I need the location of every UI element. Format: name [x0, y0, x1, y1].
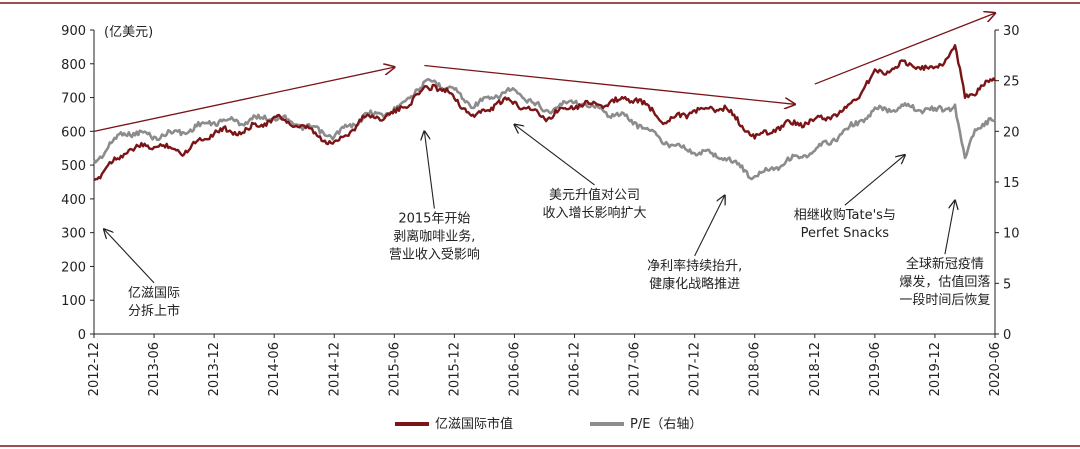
annotation-arrow — [104, 229, 155, 284]
x-tick-label: 2014-12 — [327, 342, 342, 396]
y-left-tick-label: 300 — [61, 227, 86, 242]
y-left-tick-label: 0 — [78, 328, 86, 343]
x-tick-label: 2019-12 — [928, 342, 943, 396]
annotation-arrow — [514, 125, 595, 186]
y-left-tick-label: 700 — [61, 92, 86, 107]
legend: 亿滋国际市值 P/E（右轴） — [395, 416, 702, 432]
x-tick-label: 2016-06 — [507, 342, 522, 396]
x-tick-label: 2020-06 — [988, 342, 1003, 396]
y-right-tick-label: 5 — [1003, 277, 1011, 292]
x-tick-label: 2013-12 — [207, 342, 222, 396]
annotation-text: 净利率持续抬升, — [647, 258, 742, 274]
annotation-text: 相继收购Tate's与 — [794, 207, 896, 223]
y-right-tick-label: 15 — [1003, 176, 1020, 191]
annotation-text: 一段时间后恢复 — [899, 293, 990, 308]
y-right-tick-label: 20 — [1003, 125, 1020, 140]
x-tick-label: 2017-12 — [688, 342, 703, 396]
legend-label: P/E（右轴） — [630, 417, 702, 432]
annotation-text: Perfet Snacks — [801, 226, 890, 241]
annotation-text: 收入增长影响扩大 — [543, 205, 647, 221]
trend-arrow — [424, 64, 794, 104]
series-lines — [92, 44, 996, 182]
annotation-text: 剥离咖啡业务, — [393, 229, 475, 245]
annotation-text: 分拆上市 — [128, 303, 180, 319]
y-left-tick-label: 100 — [61, 294, 86, 309]
x-tick-label: 2018-06 — [748, 342, 763, 396]
y-right-tick-label: 25 — [1003, 75, 1020, 90]
x-tick-label: 2016-12 — [568, 342, 583, 396]
annotation-text: 健康化战略推进 — [649, 276, 740, 292]
annotation-text: 爆发，估值回落 — [899, 274, 990, 290]
x-tick-label: 2018-12 — [808, 342, 823, 396]
annotation-text: 全球新冠疫情 — [906, 256, 984, 272]
market-cap-line — [93, 44, 996, 182]
x-tick-label: 2019-06 — [868, 342, 883, 396]
trend-arrow — [814, 13, 995, 85]
axes: 0 100 200 300 400 500 600 700 800 900 0 5 10 15 20 25 30… — [61, 24, 1019, 396]
y-left-tick-label: 800 — [61, 58, 86, 73]
annotation-arrow — [844, 155, 905, 206]
x-tick-label: 2015-12 — [447, 342, 462, 396]
x-tick-label: 2012-12 — [87, 342, 102, 396]
y-left-tick-label: 500 — [61, 159, 86, 174]
y-unit-label: (亿美元) — [104, 25, 153, 40]
y-left-tick-label: 600 — [61, 125, 86, 140]
annotation-text: 2015年开始 — [398, 212, 470, 227]
x-tick-label: 2015-06 — [387, 342, 402, 396]
trend-arrow — [93, 67, 394, 132]
annotation-arrow — [944, 201, 955, 255]
trend-arrows — [93, 13, 995, 132]
y-right-tick-label: 10 — [1003, 227, 1020, 242]
x-tick-label: 2013-06 — [147, 342, 162, 396]
annotation-text: 美元升值对公司 — [549, 187, 640, 203]
legend-label: 亿滋国际市值 — [435, 416, 513, 432]
y-left-tick-label: 200 — [61, 260, 86, 275]
x-tick-label: 2014-06 — [267, 342, 282, 396]
pe-ratio-line — [92, 77, 996, 181]
annotation-text: 营业收入受影响 — [389, 247, 480, 263]
y-right-tick-label: 0 — [1003, 328, 1011, 343]
annotation-arrow — [694, 196, 725, 257]
x-tick-label: 2017-06 — [628, 342, 643, 396]
annotation-text: 亿滋国际 — [128, 286, 180, 301]
annotation-arrow — [424, 131, 435, 209]
y-left-tick-label: 900 — [61, 24, 86, 39]
y-right-tick-label: 30 — [1003, 24, 1020, 39]
y-left-tick-label: 400 — [61, 193, 86, 208]
